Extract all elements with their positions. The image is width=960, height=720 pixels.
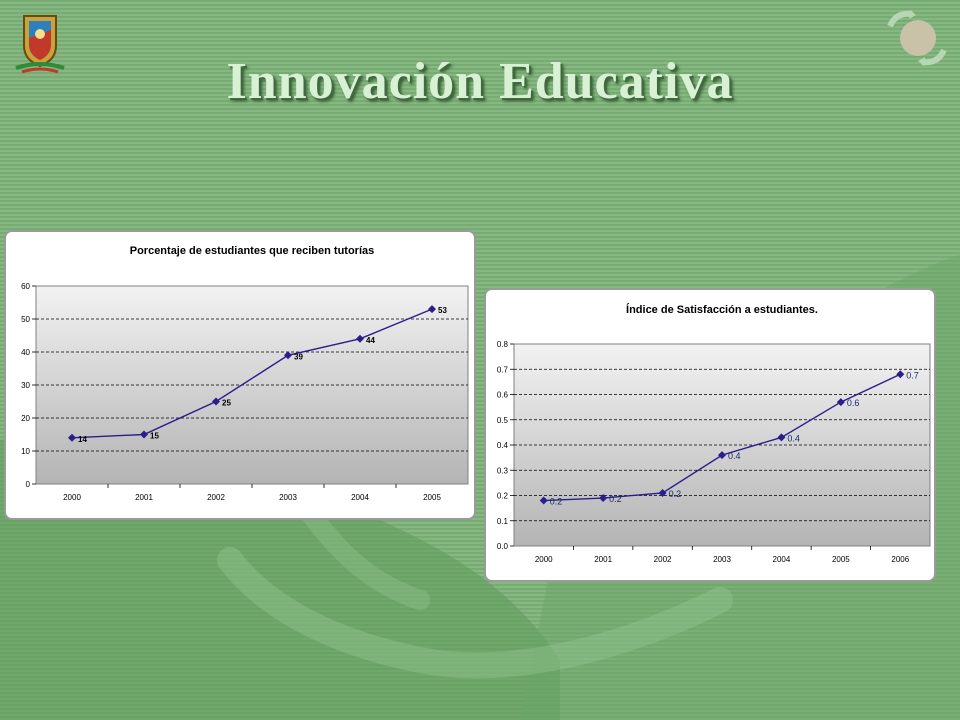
data-label: 0.7 bbox=[906, 370, 919, 380]
data-label: 14 bbox=[78, 435, 87, 444]
data-point bbox=[658, 488, 667, 497]
x-tick-label: 2004 bbox=[351, 493, 369, 502]
y-tick-label: 0.2 bbox=[497, 492, 509, 501]
x-tick-label: 2006 bbox=[891, 555, 909, 564]
y-tick-label: 0 bbox=[26, 480, 31, 489]
x-tick-label: 2005 bbox=[423, 493, 441, 502]
y-tick-label: 0.5 bbox=[497, 416, 509, 425]
y-tick-label: 10 bbox=[21, 447, 30, 456]
x-tick-label: 2005 bbox=[832, 555, 850, 564]
x-tick-label: 2000 bbox=[63, 493, 81, 502]
tutoring-percentage-chart: Porcentaje de estudiantes que reciben tu… bbox=[4, 230, 476, 520]
x-tick-label: 2003 bbox=[713, 555, 731, 564]
data-point bbox=[212, 397, 220, 406]
data-point bbox=[539, 496, 548, 505]
x-tick-label: 2000 bbox=[535, 555, 553, 564]
x-tick-label: 2001 bbox=[594, 555, 612, 564]
slide-title: Innovación Educativa bbox=[226, 53, 734, 110]
x-tick-label: 2002 bbox=[654, 555, 672, 564]
chart-svg: Porcentaje de estudiantes que reciben tu… bbox=[21, 245, 469, 502]
y-tick-label: 20 bbox=[21, 414, 30, 423]
x-tick-label: 2004 bbox=[773, 555, 791, 564]
y-tick-label: 40 bbox=[21, 348, 30, 357]
data-point bbox=[284, 351, 292, 360]
chart-title: Porcentaje de estudiantes que reciben tu… bbox=[130, 245, 375, 257]
data-label: 0.2 bbox=[550, 497, 563, 507]
data-label: 0.4 bbox=[728, 451, 741, 461]
data-point bbox=[777, 433, 786, 442]
data-point bbox=[836, 398, 845, 407]
y-tick-label: 0.7 bbox=[497, 365, 509, 374]
data-label: 0.2 bbox=[609, 494, 622, 504]
data-point bbox=[896, 370, 905, 379]
y-tick-label: 0.8 bbox=[497, 340, 509, 349]
data-point bbox=[428, 305, 436, 314]
data-label: 0.2 bbox=[669, 489, 682, 499]
y-tick-label: 50 bbox=[21, 315, 30, 324]
x-tick-label: 2003 bbox=[279, 493, 297, 502]
y-tick-label: 0.3 bbox=[497, 466, 509, 475]
data-label: 53 bbox=[438, 306, 447, 315]
data-label: 39 bbox=[294, 352, 303, 361]
data-point bbox=[599, 494, 608, 503]
x-tick-label: 2001 bbox=[135, 493, 153, 502]
y-tick-label: 0.4 bbox=[497, 441, 509, 450]
data-label: 25 bbox=[222, 399, 231, 408]
y-tick-label: 0.1 bbox=[497, 517, 509, 526]
series-line bbox=[71, 308, 433, 439]
data-point bbox=[356, 334, 364, 343]
chart-title: Índice de Satisfacción a estudiantes. bbox=[626, 303, 818, 316]
data-point bbox=[68, 433, 76, 442]
data-label: 0.6 bbox=[847, 398, 860, 408]
data-point bbox=[718, 451, 726, 460]
y-tick-label: 0.6 bbox=[497, 391, 509, 400]
chart-svg: Índice de Satisfacción a estudiantes. 0.0… bbox=[497, 303, 931, 564]
university-crest-icon bbox=[15, 15, 65, 74]
satisfaction-index-chart: Índice de Satisfacción a estudiantes. 0.0… bbox=[484, 288, 936, 582]
data-point bbox=[140, 430, 148, 439]
y-tick-label: 60 bbox=[21, 282, 30, 291]
y-tick-label: 0.0 bbox=[497, 542, 509, 551]
data-label: 15 bbox=[150, 432, 159, 441]
data-label: 44 bbox=[366, 336, 375, 345]
x-tick-label: 2002 bbox=[207, 493, 225, 502]
y-tick-label: 30 bbox=[21, 381, 30, 390]
data-label: 0.4 bbox=[787, 433, 800, 443]
recycle-arrows-icon bbox=[887, 10, 947, 66]
